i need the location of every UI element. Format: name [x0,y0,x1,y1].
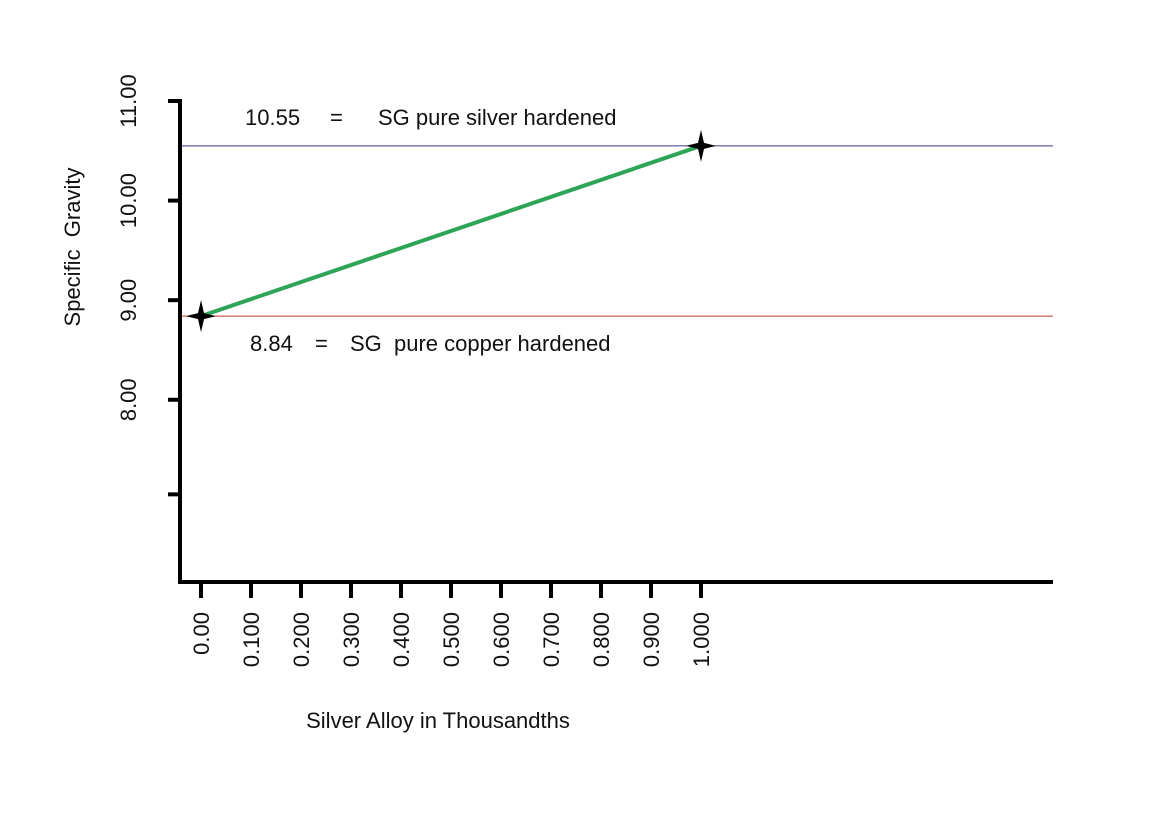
y-tick-label: 11.00 [116,74,141,127]
reference-value: 10.55 [245,105,300,130]
y-tick-label: 8.00 [116,378,141,421]
x-tick-label: 0.00 [189,612,214,655]
reference-value: 8.84 [250,331,293,356]
x-tick-label: 0.300 [339,612,364,667]
data-point [686,129,716,162]
reference-label: SG pure copper hardened [350,331,611,356]
x-tick-label: 0.200 [289,612,314,667]
reference-separator: = [330,105,343,130]
x-tick-label: 0.500 [439,612,464,667]
y-tick-label: 10.00 [116,173,141,228]
x-tick-label: 0.400 [389,612,414,667]
y-axis-title: Specific Gravity [60,168,85,327]
reference-label: SG pure silver hardened [378,105,616,130]
reference-separator: = [315,331,328,356]
x-tick-label: 0.900 [639,612,664,667]
data-point [186,300,216,333]
y-tick-label: 9.00 [116,279,141,322]
x-tick-label: 0.700 [539,612,564,667]
data-line [200,143,702,318]
x-tick-label: 1.000 [689,612,714,667]
x-tick-label: 0.800 [589,612,614,667]
x-tick-label: 0.100 [239,612,264,667]
x-axis-title: Silver Alloy in Thousandths [306,708,570,733]
x-tick-label: 0.600 [489,612,514,667]
